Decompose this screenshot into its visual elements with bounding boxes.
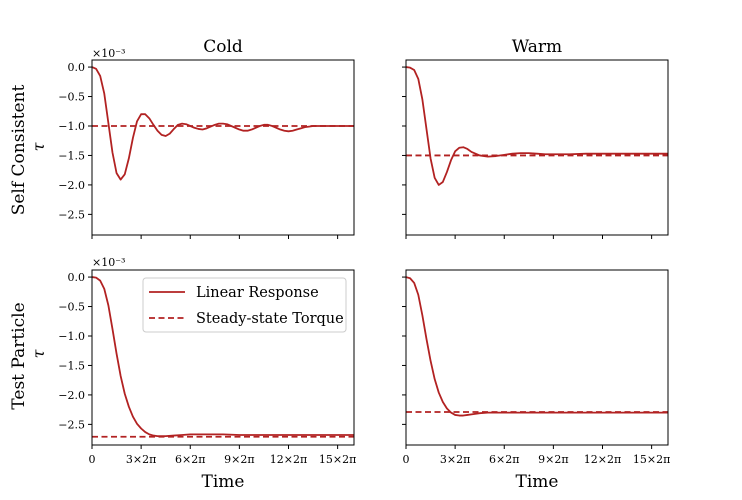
y-tick-label: −2.5 [58,208,85,221]
y-tick-label: −1.0 [58,120,85,133]
column-title-cold: Cold [203,37,243,57]
row-label-test-particle-group: Test Particle [9,302,29,409]
y-tick-label: −1.5 [58,359,85,372]
panels-layer: 0.0 −0.5 −1.0 −1.5 −2.0 −2.5 0.0 −0.5 −1.0 −1.5 −2… [58,59,670,466]
linear-response-line [92,276,354,438]
exponent-label-top: ×10⁻³ [92,47,125,60]
x-axis-label-warm: Time [516,472,559,492]
x-tick-label: 9×2π [224,453,254,466]
y-symbol-top-group: τ [29,141,48,151]
x-tick-label: 15×2π [319,453,356,466]
axes-frame [91,269,355,446]
y-tick-label: 0.0 [68,271,86,284]
row-label-self-consistent: Self Consistent [9,85,29,216]
column-title-warm: Warm [512,37,562,57]
linear-response-line [92,66,354,181]
panel-self-consistent-cold: 0.0 −0.5 −1.0 −1.5 −2.0 −2.5 [58,59,355,239]
axes-frame [405,269,669,446]
x-tick-label: 6×2π [175,453,205,466]
x-tick-label: 0 [403,453,410,466]
linear-response-line [406,66,668,186]
y-tick-label: −0.5 [58,91,85,104]
y-tick-label: 0.0 [68,61,86,74]
x-tick-label: 12×2π [270,453,307,466]
panel-test-particle-cold: 0.0 −0.5 −1.0 −1.5 −2.0 −2.5 0 3×2π 6×2π 9×2π 12×2… [58,269,356,466]
panel-test-particle-warm: 0 3×2π 6×2π 9×2π 12×2π 15×2π [402,269,670,466]
y-tick-label: −1.0 [58,330,85,343]
row-label-self-consistent-group: Self Consistent [9,85,29,216]
x-tick-label: 3×2π [126,453,156,466]
x-tick-label: 6×2π [489,453,519,466]
exponent-label-bottom: ×10⁻³ [92,256,125,269]
row-label-test-particle: Test Particle [9,302,29,409]
y-symbol-bottom-group: τ [29,348,48,358]
legend-frame [142,277,347,333]
x-tick-label: 15×2π [633,453,670,466]
y-tick-label: −2.5 [58,418,85,431]
legend-label-linear-response: Linear Response [196,285,319,301]
x-tick-label: 9×2π [538,453,568,466]
y-axis-symbol-bottom: τ [29,348,48,358]
x-tick-label: 3×2π [440,453,470,466]
y-tick-label: −2.0 [58,179,85,192]
y-tick-label: −2.0 [58,389,85,402]
axes-frame [405,59,669,236]
x-tick-label: 0 [89,453,96,466]
linear-response-line [406,276,668,417]
y-axis-symbol-top: τ [29,141,48,151]
axes-frame [91,59,355,236]
x-tick-label: 12×2π [584,453,621,466]
x-axis-label-cold: Time [202,472,245,492]
y-tick-label: −0.5 [58,301,85,314]
y-tick-label: −1.5 [58,149,85,162]
legend-label-steady-state: Steady-state Torque [196,311,344,327]
legend: Linear Response Steady-state Torque [142,277,347,333]
panel-self-consistent-warm [402,59,669,239]
